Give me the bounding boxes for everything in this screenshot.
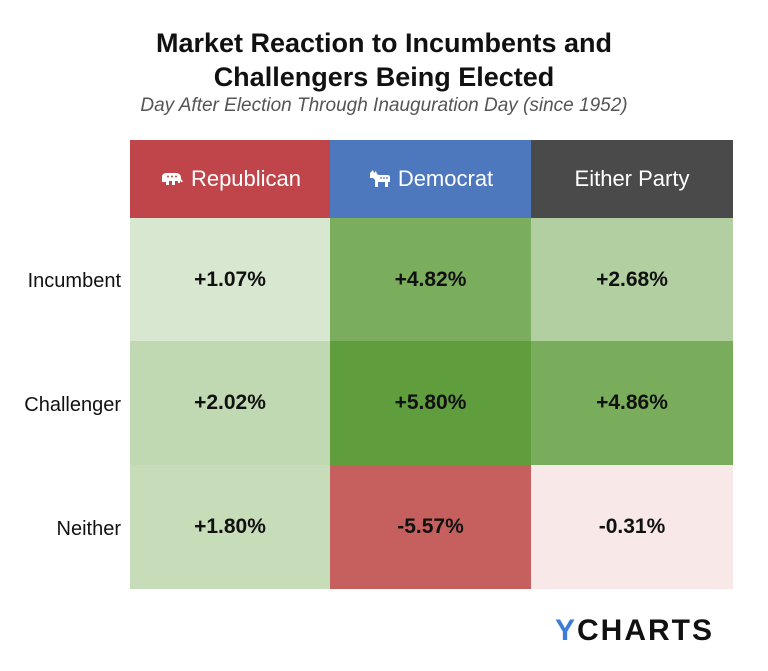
heatmap-table: Republican Democrat Either Party +1.07% …: [130, 140, 733, 589]
cell-neither-either-party: -0.31%: [531, 465, 733, 589]
chart-subtitle: Day After Election Through Inauguration …: [140, 95, 628, 116]
elephant-icon: [159, 170, 185, 188]
cell-challenger-either-party: +4.86%: [531, 341, 733, 465]
row-label-neither: Neither: [56, 518, 121, 540]
cell-challenger-republican: +2.02%: [130, 341, 330, 465]
row-label-challenger: Challenger: [24, 394, 121, 416]
cell-incumbent-either-party: +2.68%: [531, 218, 733, 341]
cell-incumbent-republican: +1.07%: [130, 218, 330, 341]
column-header-either-party: Either Party: [531, 140, 733, 218]
cell-incumbent-democrat: +4.82%: [330, 218, 531, 341]
donkey-icon: [368, 169, 392, 189]
column-header-label: Democrat: [397, 166, 494, 191]
cell-challenger-democrat: +5.80%: [330, 341, 531, 465]
ycharts-logo: Y CHARTS: [555, 614, 714, 648]
row-label-incumbent: Incumbent: [27, 270, 121, 292]
column-header-label: Republican: [190, 166, 302, 191]
column-header-label: Either Party: [574, 166, 690, 191]
title-line-2: Challengers Being Elected: [213, 62, 555, 92]
logo-text: CHARTS: [577, 614, 715, 647]
chart-title: Market Reaction to Incumbents and Challe…: [0, 26, 768, 94]
logo-accent: Y: [555, 614, 578, 647]
cell-neither-republican: +1.80%: [130, 465, 330, 589]
cell-neither-democrat: -5.57%: [330, 465, 531, 589]
title-line-1: Market Reaction to Incumbents and: [155, 28, 613, 58]
column-header-democrat: Democrat: [330, 140, 531, 218]
column-header-republican: Republican: [130, 140, 330, 218]
